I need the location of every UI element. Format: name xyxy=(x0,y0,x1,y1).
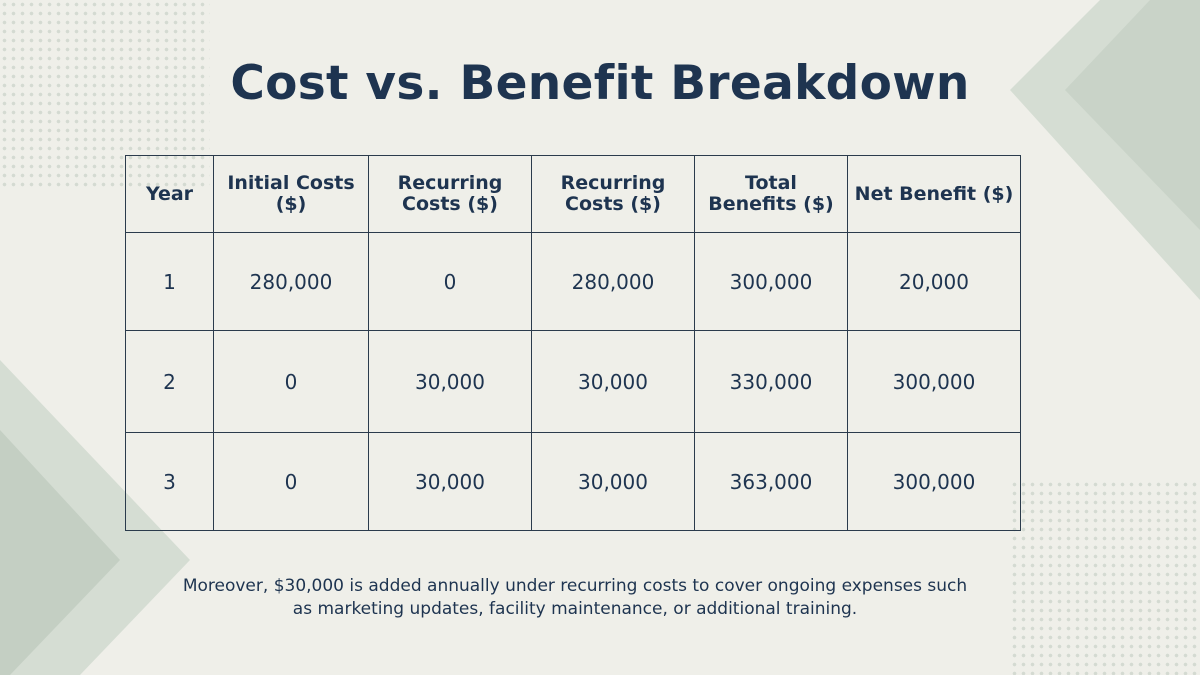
chevron-inner xyxy=(1065,0,1200,230)
table-cell: 30,000 xyxy=(368,432,532,531)
table-cell: 0 xyxy=(213,432,369,531)
dot-pattern xyxy=(1010,480,1200,675)
table-cell: 1 xyxy=(125,232,214,331)
table-cell: 30,000 xyxy=(531,330,695,433)
table-cell: 330,000 xyxy=(694,330,848,433)
header-cell: Net Benefit ($) xyxy=(847,155,1021,233)
table-cell: 300,000 xyxy=(847,432,1021,531)
table-cell: 363,000 xyxy=(694,432,848,531)
cost-table: Year Initial Costs ($) Recurring Costs ($)… xyxy=(125,155,1021,531)
title: Cost vs. Benefit Breakdown xyxy=(230,56,970,111)
table-cell: 280,000 xyxy=(213,232,369,331)
table-cell: 3 xyxy=(125,432,214,531)
table-cell: 2 xyxy=(125,330,214,433)
header-cell: Total Benefits ($) xyxy=(694,155,848,233)
header-cell: Recurring Costs ($) xyxy=(531,155,695,233)
header-row: Year Initial Costs ($) Recurring Costs ($)… xyxy=(125,155,1021,233)
corner-inner xyxy=(0,430,120,675)
table-row: 2 0 30,000 30,000 330,000 300,000 xyxy=(125,330,1021,433)
table-row: 1 280,000 0 280,000 300,000 20,000 xyxy=(125,232,1021,331)
table-cell: 30,000 xyxy=(531,432,695,531)
table-cell: 300,000 xyxy=(694,232,848,331)
table-cell: 0 xyxy=(368,232,532,331)
table-cell: 300,000 xyxy=(847,330,1021,433)
table-row: 3 0 30,000 30,000 363,000 300,000 xyxy=(125,432,1021,531)
table-cell: 30,000 xyxy=(368,330,532,433)
header-cell: Recurring Costs ($) xyxy=(368,155,532,233)
header-cell: Year xyxy=(125,155,214,233)
table-cell: 280,000 xyxy=(531,232,695,331)
table-cell: 20,000 xyxy=(847,232,1021,331)
table-body: 1 280,000 0 280,000 300,000 20,000 2 0 30,000 30,… xyxy=(125,232,1021,531)
header-cell: Initial Costs ($) xyxy=(213,155,369,233)
table-cell: 0 xyxy=(213,330,369,433)
footnote: Moreover, $30,000 is added annually unde… xyxy=(182,576,968,619)
